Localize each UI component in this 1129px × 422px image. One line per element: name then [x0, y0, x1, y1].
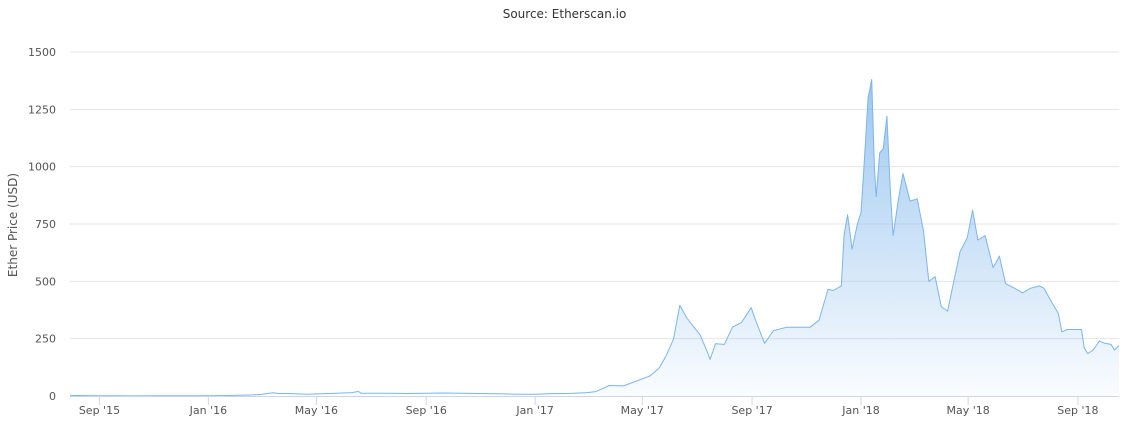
- x-tick-label: Jan '17: [515, 404, 553, 417]
- y-tick-label: 500: [35, 275, 56, 288]
- x-tick-label: Sep '18: [1057, 404, 1098, 417]
- y-tick-label: 1500: [28, 46, 56, 59]
- x-tick-label: Sep '16: [406, 404, 447, 417]
- chart-title: Source: Etherscan.io: [502, 7, 627, 21]
- y-tick-label: 1000: [28, 161, 56, 174]
- x-tick-label: Jan '18: [841, 404, 879, 417]
- y-tick-label: 1250: [28, 103, 56, 116]
- y-tick-label: 750: [35, 218, 56, 231]
- x-tick-label: May '16: [295, 404, 338, 417]
- series-line: [69, 79, 1120, 397]
- y-tick-label: 0: [49, 390, 56, 403]
- y-tick-label: 250: [35, 333, 56, 346]
- x-tick-label: May '18: [946, 404, 989, 417]
- x-tick-label: Sep '15: [79, 404, 120, 417]
- x-tick-label: May '17: [621, 404, 664, 417]
- x-tick-label: Jan '16: [189, 404, 227, 417]
- x-tick-label: Sep '17: [731, 404, 772, 417]
- series-area-fill: [70, 79, 1119, 396]
